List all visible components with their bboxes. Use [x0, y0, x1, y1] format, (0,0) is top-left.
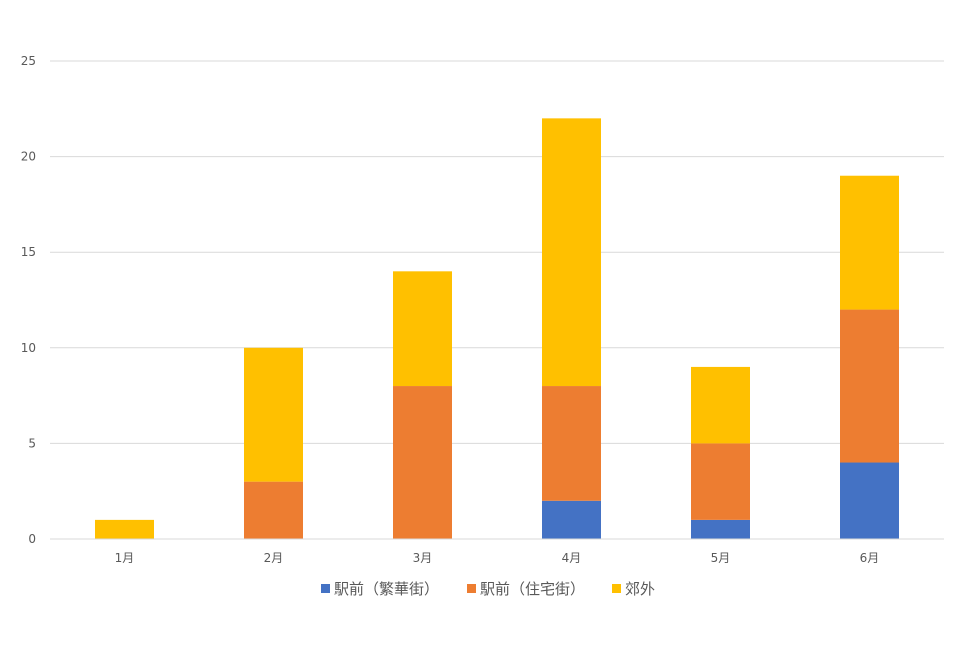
bar-segment	[393, 386, 452, 539]
legend-label: 郊外	[625, 580, 655, 598]
bar-segment	[393, 271, 452, 387]
bar-segment	[542, 386, 601, 501]
x-axis: 1月 2月 3月 4月 5月 6月	[50, 538, 944, 565]
bar-segment	[244, 481, 303, 539]
legend-swatch	[321, 584, 330, 593]
y-tick-label: 0	[28, 532, 36, 546]
x-tick-label: 1月	[115, 551, 135, 565]
y-tick-label: 10	[21, 341, 36, 355]
bar-segment	[691, 519, 750, 539]
bar-segment	[691, 366, 750, 444]
y-tick-label: 20	[21, 150, 36, 164]
legend-swatch	[467, 584, 476, 593]
bar-segment	[542, 500, 601, 539]
x-tick-label: 3月	[413, 551, 433, 565]
bar-segment	[691, 443, 750, 520]
legend-label: 駅前（住宅街）	[480, 580, 585, 598]
y-axis: 0 5 10 15 20 25	[21, 54, 36, 546]
gridlines	[50, 60, 944, 540]
y-tick-label: 15	[21, 245, 36, 259]
legend-label: 駅前（繁華街）	[334, 580, 439, 598]
legend-swatch	[612, 584, 621, 593]
x-tick-label: 2月	[264, 551, 284, 565]
bar-segment	[840, 175, 899, 310]
bar-segment	[840, 462, 899, 539]
legend: 駅前（繁華街） 駅前（住宅街） 郊外	[321, 580, 655, 598]
bar-segment	[840, 309, 899, 463]
bar-segment	[244, 347, 303, 482]
bar-segment	[95, 519, 154, 539]
bar-segment	[542, 118, 601, 387]
x-tick-label: 5月	[711, 551, 731, 565]
bars	[95, 118, 899, 539]
y-tick-label: 5	[28, 436, 36, 450]
x-tick-label: 4月	[562, 551, 582, 565]
x-tick-label: 6月	[860, 551, 880, 565]
y-tick-label: 25	[21, 54, 36, 68]
